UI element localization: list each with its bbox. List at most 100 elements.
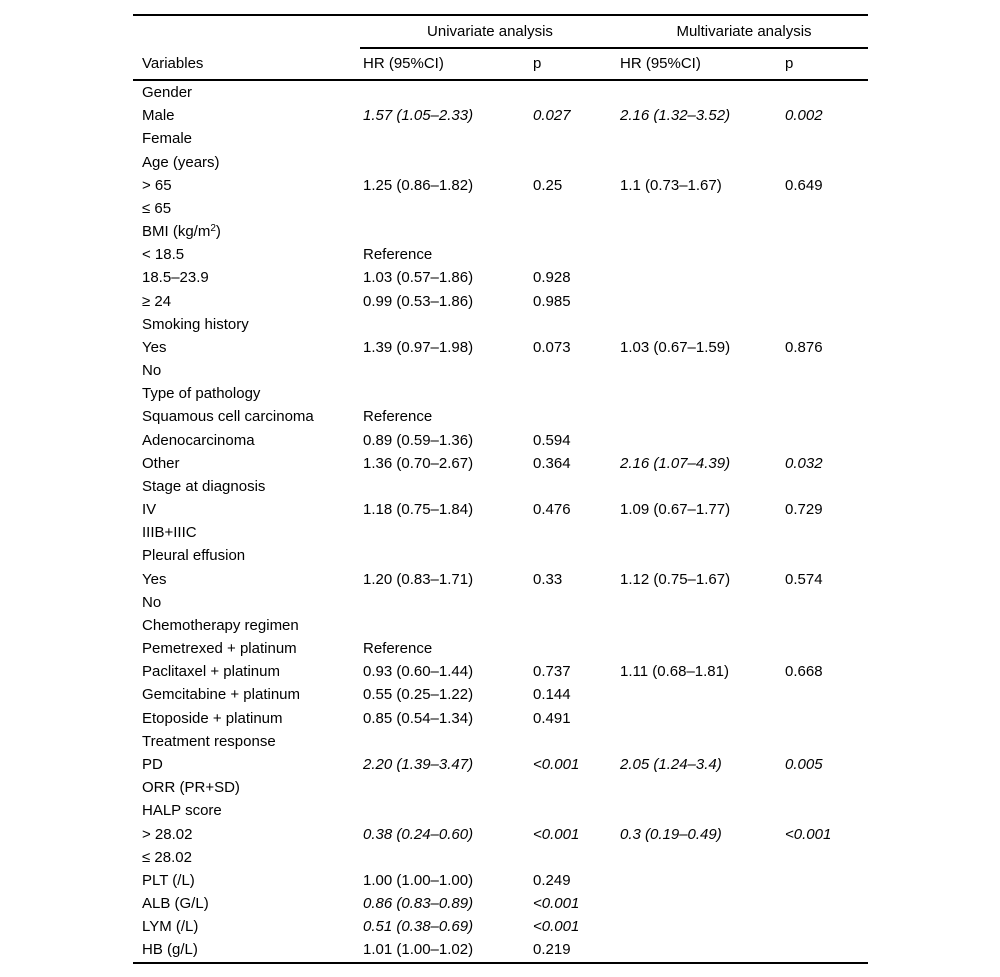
univariate-p-value: 0.985 <box>533 292 571 310</box>
group-header-rule <box>360 47 868 49</box>
univariate-p-column-header: p <box>533 55 542 72</box>
univariate-p-value: 0.073 <box>533 338 571 356</box>
table-body: Gender Male 1.57 (1.05–2.33) 0.027 2.16 … <box>133 81 868 962</box>
univariate-hr-value: 1.20 (0.83–1.71) <box>363 570 474 588</box>
table-row: Female <box>133 127 868 150</box>
table-row: Pemetrexed + platinum Reference <box>133 637 868 660</box>
table-row: ALB (G/L) 0.86 (0.83–0.89) <0.001 <box>133 892 868 915</box>
row-label: BMI (kg/m2) <box>142 223 221 241</box>
multivariate-hr-value: 0.3 (0.19–0.49) <box>620 825 722 843</box>
table-row: LYM (/L) 0.51 (0.38–0.69) <0.001 <box>133 915 868 938</box>
univariate-hr-value: 2.20 (1.39–3.47) <box>363 755 474 773</box>
table-row: < 18.5 Reference <box>133 243 868 266</box>
row-label: ≤ 65 <box>142 199 172 217</box>
univariate-p-value: 0.25 <box>533 176 563 194</box>
table-row: Smoking history <box>133 313 868 336</box>
univariate-p-value: 0.219 <box>533 941 571 959</box>
row-label: < 18.5 <box>142 246 185 264</box>
table-row: Yes 1.39 (0.97–1.98) 0.073 1.03 (0.67–1.… <box>133 336 868 359</box>
table-row: IV 1.18 (0.75–1.84) 0.476 1.09 (0.67–1.7… <box>133 498 868 521</box>
univariate-hr-value: 0.85 (0.54–1.34) <box>363 709 474 727</box>
univariate-hr-value: 1.57 (1.05–2.33) <box>363 107 474 125</box>
variables-column-header: Variables <box>142 55 204 72</box>
table-row: ≤ 28.02 <box>133 846 868 869</box>
row-label: > 28.02 <box>142 825 193 843</box>
multivariate-hr-value: 2.16 (1.07–4.39) <box>620 454 731 472</box>
univariate-p-value: 0.249 <box>533 871 571 889</box>
table-row: HALP score <box>133 799 868 822</box>
table-row: Male 1.57 (1.05–2.33) 0.027 2.16 (1.32–3… <box>133 104 868 127</box>
univariate-p-value: 0.33 <box>533 570 563 588</box>
multivariate-hr-value: 1.1 (0.73–1.67) <box>620 176 722 194</box>
row-label: PLT (/L) <box>142 871 195 889</box>
table-row: Adenocarcinoma 0.89 (0.59–1.36) 0.594 <box>133 429 868 452</box>
univariate-hr-value: 0.89 (0.59–1.36) <box>363 431 474 449</box>
table-row: ≥ 24 0.99 (0.53–1.86) 0.985 <box>133 290 868 313</box>
row-label: Chemotherapy regimen <box>142 616 299 634</box>
table-row: Age (years) <box>133 151 868 174</box>
univariate-p-value: 0.594 <box>533 431 571 449</box>
univariate-p-value: 0.928 <box>533 269 571 287</box>
univariate-hr-value: 1.01 (1.00–1.02) <box>363 941 474 959</box>
multivariate-group-header: Multivariate analysis <box>676 23 812 40</box>
table-row: Squamous cell carcinoma Reference <box>133 405 868 428</box>
row-label: Stage at diagnosis <box>142 477 266 495</box>
group-header-row: Univariate analysis Multivariate analysi… <box>133 16 868 47</box>
row-label: Female <box>142 130 193 148</box>
multivariate-hr-value: 2.05 (1.24–3.4) <box>620 755 722 773</box>
row-label: ≤ 28.02 <box>142 848 192 866</box>
table-row: 18.5–23.9 1.03 (0.57–1.86) 0.928 <box>133 266 868 289</box>
row-label: Male <box>142 107 175 125</box>
table-row: BMI (kg/m2) <box>133 220 868 243</box>
univariate-hr-value: 0.38 (0.24–0.60) <box>363 825 474 843</box>
row-label: Gemcitabine + platinum <box>142 686 300 704</box>
table-row: Other 1.36 (0.70–2.67) 0.364 2.16 (1.07–… <box>133 452 868 475</box>
univariate-hr-value: 1.36 (0.70–2.67) <box>363 454 474 472</box>
multivariate-p-value: 0.876 <box>785 338 823 356</box>
table-row: Chemotherapy regimen <box>133 614 868 637</box>
row-label: Etoposide + platinum <box>142 709 283 727</box>
univariate-hr-value: 1.00 (1.00–1.00) <box>363 871 474 889</box>
table-row: > 65 1.25 (0.86–1.82) 0.25 1.1 (0.73–1.6… <box>133 174 868 197</box>
table-row: No <box>133 359 868 382</box>
univariate-p-value: 0.491 <box>533 709 571 727</box>
row-label: > 65 <box>142 176 172 194</box>
row-label: Pemetrexed + platinum <box>142 640 297 658</box>
row-label: Squamous cell carcinoma <box>142 408 314 426</box>
table-row: Gemcitabine + platinum 0.55 (0.25–1.22) … <box>133 683 868 706</box>
univariate-hr-value: 0.86 (0.83–0.89) <box>363 895 474 913</box>
univariate-p-value: 0.476 <box>533 501 571 519</box>
row-label: Pleural effusion <box>142 547 246 565</box>
table-row: Type of pathology <box>133 382 868 405</box>
univariate-hr-value: 1.18 (0.75–1.84) <box>363 501 474 519</box>
univariate-p-value: 0.144 <box>533 686 571 704</box>
multivariate-p-value: 0.002 <box>785 107 823 125</box>
univariate-hr-value: 1.39 (0.97–1.98) <box>363 338 474 356</box>
row-label: LYM (/L) <box>142 918 199 936</box>
row-label: Smoking history <box>142 315 249 333</box>
univariate-hr-value: 0.51 (0.38–0.69) <box>363 918 474 936</box>
multivariate-p-value: 0.729 <box>785 501 823 519</box>
table-row: HB (g/L) 1.01 (1.00–1.02) 0.219 <box>133 938 868 961</box>
multivariate-hr-value: 1.12 (0.75–1.67) <box>620 570 731 588</box>
multivariate-hr-value: 1.11 (0.68–1.81) <box>620 663 729 681</box>
table-row: Paclitaxel + platinum 0.93 (0.60–1.44) 0… <box>133 660 868 683</box>
table-row: PLT (/L) 1.00 (1.00–1.00) 0.249 <box>133 869 868 892</box>
header-rule <box>133 79 868 81</box>
row-label: Yes <box>142 338 167 356</box>
univariate-hr-value: Reference <box>363 640 433 658</box>
row-label: PD <box>142 755 163 773</box>
row-label: ALB (G/L) <box>142 895 209 913</box>
table-row: ORR (PR+SD) <box>133 776 868 799</box>
table-row: ≤ 65 <box>133 197 868 220</box>
column-header-row: Variables HR (95%CI) p HR (95%CI) p <box>133 49 868 79</box>
row-label: Type of pathology <box>142 385 261 403</box>
row-label: Yes <box>142 570 167 588</box>
top-rule <box>133 14 868 16</box>
univariate-hr-value: 1.03 (0.57–1.86) <box>363 269 474 287</box>
row-label: ≥ 24 <box>142 292 172 310</box>
univariate-p-value: <0.001 <box>533 918 580 936</box>
multivariate-p-column-header: p <box>785 55 794 72</box>
row-label: HB (g/L) <box>142 941 198 959</box>
univariate-hr-value: 1.25 (0.86–1.82) <box>363 176 474 194</box>
